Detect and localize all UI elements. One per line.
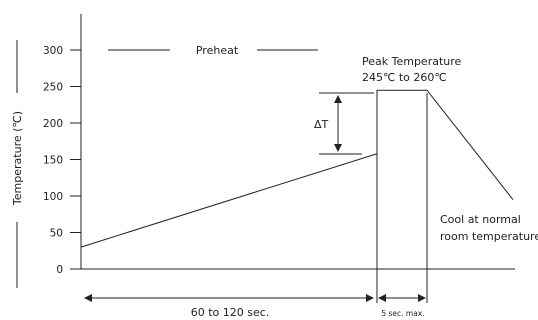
peak-temp-line1: Peak Temperature bbox=[362, 55, 462, 68]
y-tick-label: 50 bbox=[50, 228, 63, 240]
y-tick-label: 250 bbox=[43, 82, 63, 94]
y-tick-label: 200 bbox=[43, 118, 63, 130]
delta-t-label: ΔT bbox=[314, 118, 329, 131]
profile-line bbox=[80, 89, 514, 248]
y-axis-label: Temperature (℃) bbox=[11, 111, 24, 206]
interval-label-preheat: 60 to 120 sec. bbox=[191, 306, 270, 319]
cool-line1: Cool at normal bbox=[440, 213, 521, 226]
y-tick-label: 0 bbox=[56, 264, 63, 276]
preheat-label: Preheat bbox=[196, 44, 239, 57]
y-tick-label: 100 bbox=[43, 191, 63, 203]
interval-label-peak: 5 sec. max. bbox=[381, 309, 424, 318]
y-tick-label: 150 bbox=[43, 155, 63, 167]
peak-temp-line2: 245℃ to 260℃ bbox=[362, 71, 447, 84]
y-ticks: 0 50 100 150 200 250 300 bbox=[43, 45, 81, 276]
y-tick-label: 300 bbox=[43, 45, 63, 57]
cool-line2: room temperature bbox=[440, 230, 538, 243]
